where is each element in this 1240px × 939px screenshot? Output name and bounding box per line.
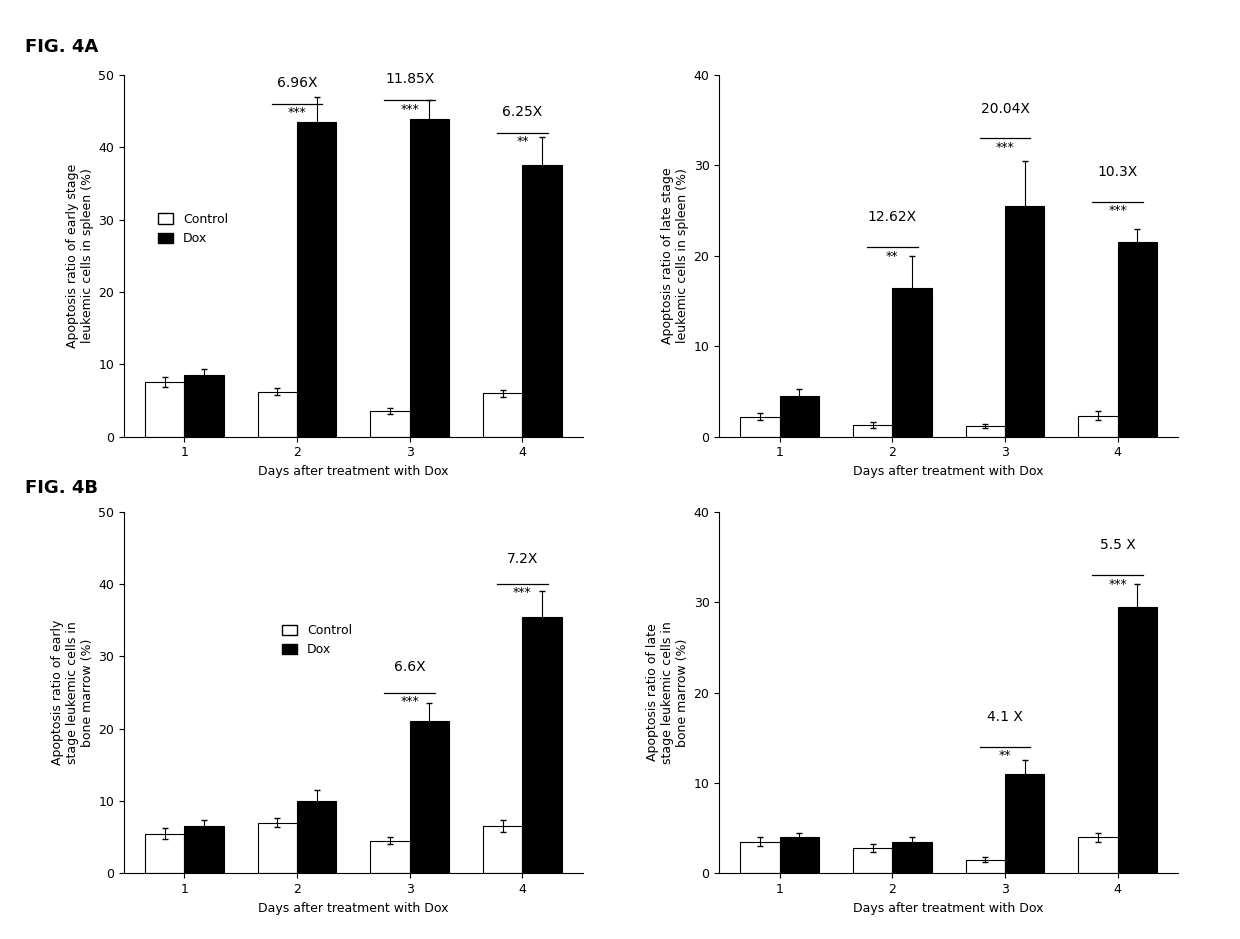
- Text: 11.85X: 11.85X: [386, 72, 434, 86]
- Bar: [853, 848, 893, 873]
- Bar: [145, 382, 185, 437]
- Y-axis label: Apoptosis ratio of early stage
leukemic cells in spleen (%): Apoptosis ratio of early stage leukemic …: [66, 163, 94, 348]
- Text: 5.5 X: 5.5 X: [1100, 538, 1136, 552]
- Y-axis label: Apoptosis ratio of late
stage leukemic cells in
bone marrow (%): Apoptosis ratio of late stage leukemic c…: [646, 621, 689, 764]
- Bar: [484, 393, 522, 437]
- X-axis label: Days after treatment with Dox: Days after treatment with Dox: [853, 901, 1044, 915]
- Y-axis label: Apoptosis ratio of late stage
leukemic cells in spleen (%): Apoptosis ratio of late stage leukemic c…: [661, 167, 689, 345]
- Bar: [298, 801, 336, 873]
- Y-axis label: Apoptosis ratio of early
stage leukemic cells in
bone marrow (%): Apoptosis ratio of early stage leukemic …: [51, 620, 94, 765]
- Bar: [409, 118, 449, 437]
- Text: ***: ***: [1109, 577, 1127, 591]
- Bar: [258, 392, 298, 437]
- X-axis label: Days after treatment with Dox: Days after treatment with Dox: [853, 465, 1044, 478]
- Bar: [258, 823, 298, 873]
- Text: 10.3X: 10.3X: [1097, 165, 1138, 179]
- Text: 6.6X: 6.6X: [394, 660, 425, 674]
- Bar: [1117, 607, 1157, 873]
- Text: 4.1 X: 4.1 X: [987, 710, 1023, 724]
- Text: 20.04X: 20.04X: [981, 101, 1029, 115]
- Bar: [1004, 207, 1044, 437]
- Bar: [522, 617, 562, 873]
- Text: 6.96X: 6.96X: [277, 75, 317, 89]
- Bar: [1079, 838, 1117, 873]
- Bar: [371, 411, 409, 437]
- Bar: [185, 826, 223, 873]
- Bar: [893, 841, 931, 873]
- Bar: [1004, 774, 1044, 873]
- Bar: [780, 396, 818, 437]
- Bar: [893, 287, 931, 437]
- Text: **: **: [998, 749, 1011, 762]
- Bar: [298, 122, 336, 437]
- X-axis label: Days after treatment with Dox: Days after treatment with Dox: [258, 901, 449, 915]
- Legend: Control, Dox: Control, Dox: [154, 208, 233, 250]
- Bar: [966, 425, 1004, 437]
- Text: **: **: [516, 135, 528, 148]
- Bar: [853, 424, 893, 437]
- Bar: [740, 841, 780, 873]
- Bar: [409, 721, 449, 873]
- Text: FIG. 4A: FIG. 4A: [25, 38, 98, 55]
- Text: FIG. 4B: FIG. 4B: [25, 479, 98, 497]
- Text: ***: ***: [401, 102, 419, 115]
- Bar: [145, 834, 185, 873]
- Text: 7.2X: 7.2X: [507, 552, 538, 566]
- Bar: [185, 376, 223, 437]
- Bar: [371, 840, 409, 873]
- Bar: [780, 838, 818, 873]
- Text: ***: ***: [1109, 205, 1127, 217]
- X-axis label: Days after treatment with Dox: Days after treatment with Dox: [258, 465, 449, 478]
- Bar: [966, 860, 1004, 873]
- Legend: Control, Dox: Control, Dox: [277, 619, 357, 661]
- Text: ***: ***: [996, 141, 1014, 154]
- Bar: [1079, 416, 1117, 437]
- Bar: [740, 417, 780, 437]
- Text: ***: ***: [288, 106, 306, 119]
- Text: ***: ***: [401, 695, 419, 708]
- Text: 6.25X: 6.25X: [502, 104, 543, 118]
- Text: 12.62X: 12.62X: [868, 210, 916, 224]
- Bar: [522, 165, 562, 437]
- Bar: [484, 826, 522, 873]
- Bar: [1117, 242, 1157, 437]
- Text: ***: ***: [513, 586, 532, 599]
- Text: **: **: [887, 250, 899, 263]
